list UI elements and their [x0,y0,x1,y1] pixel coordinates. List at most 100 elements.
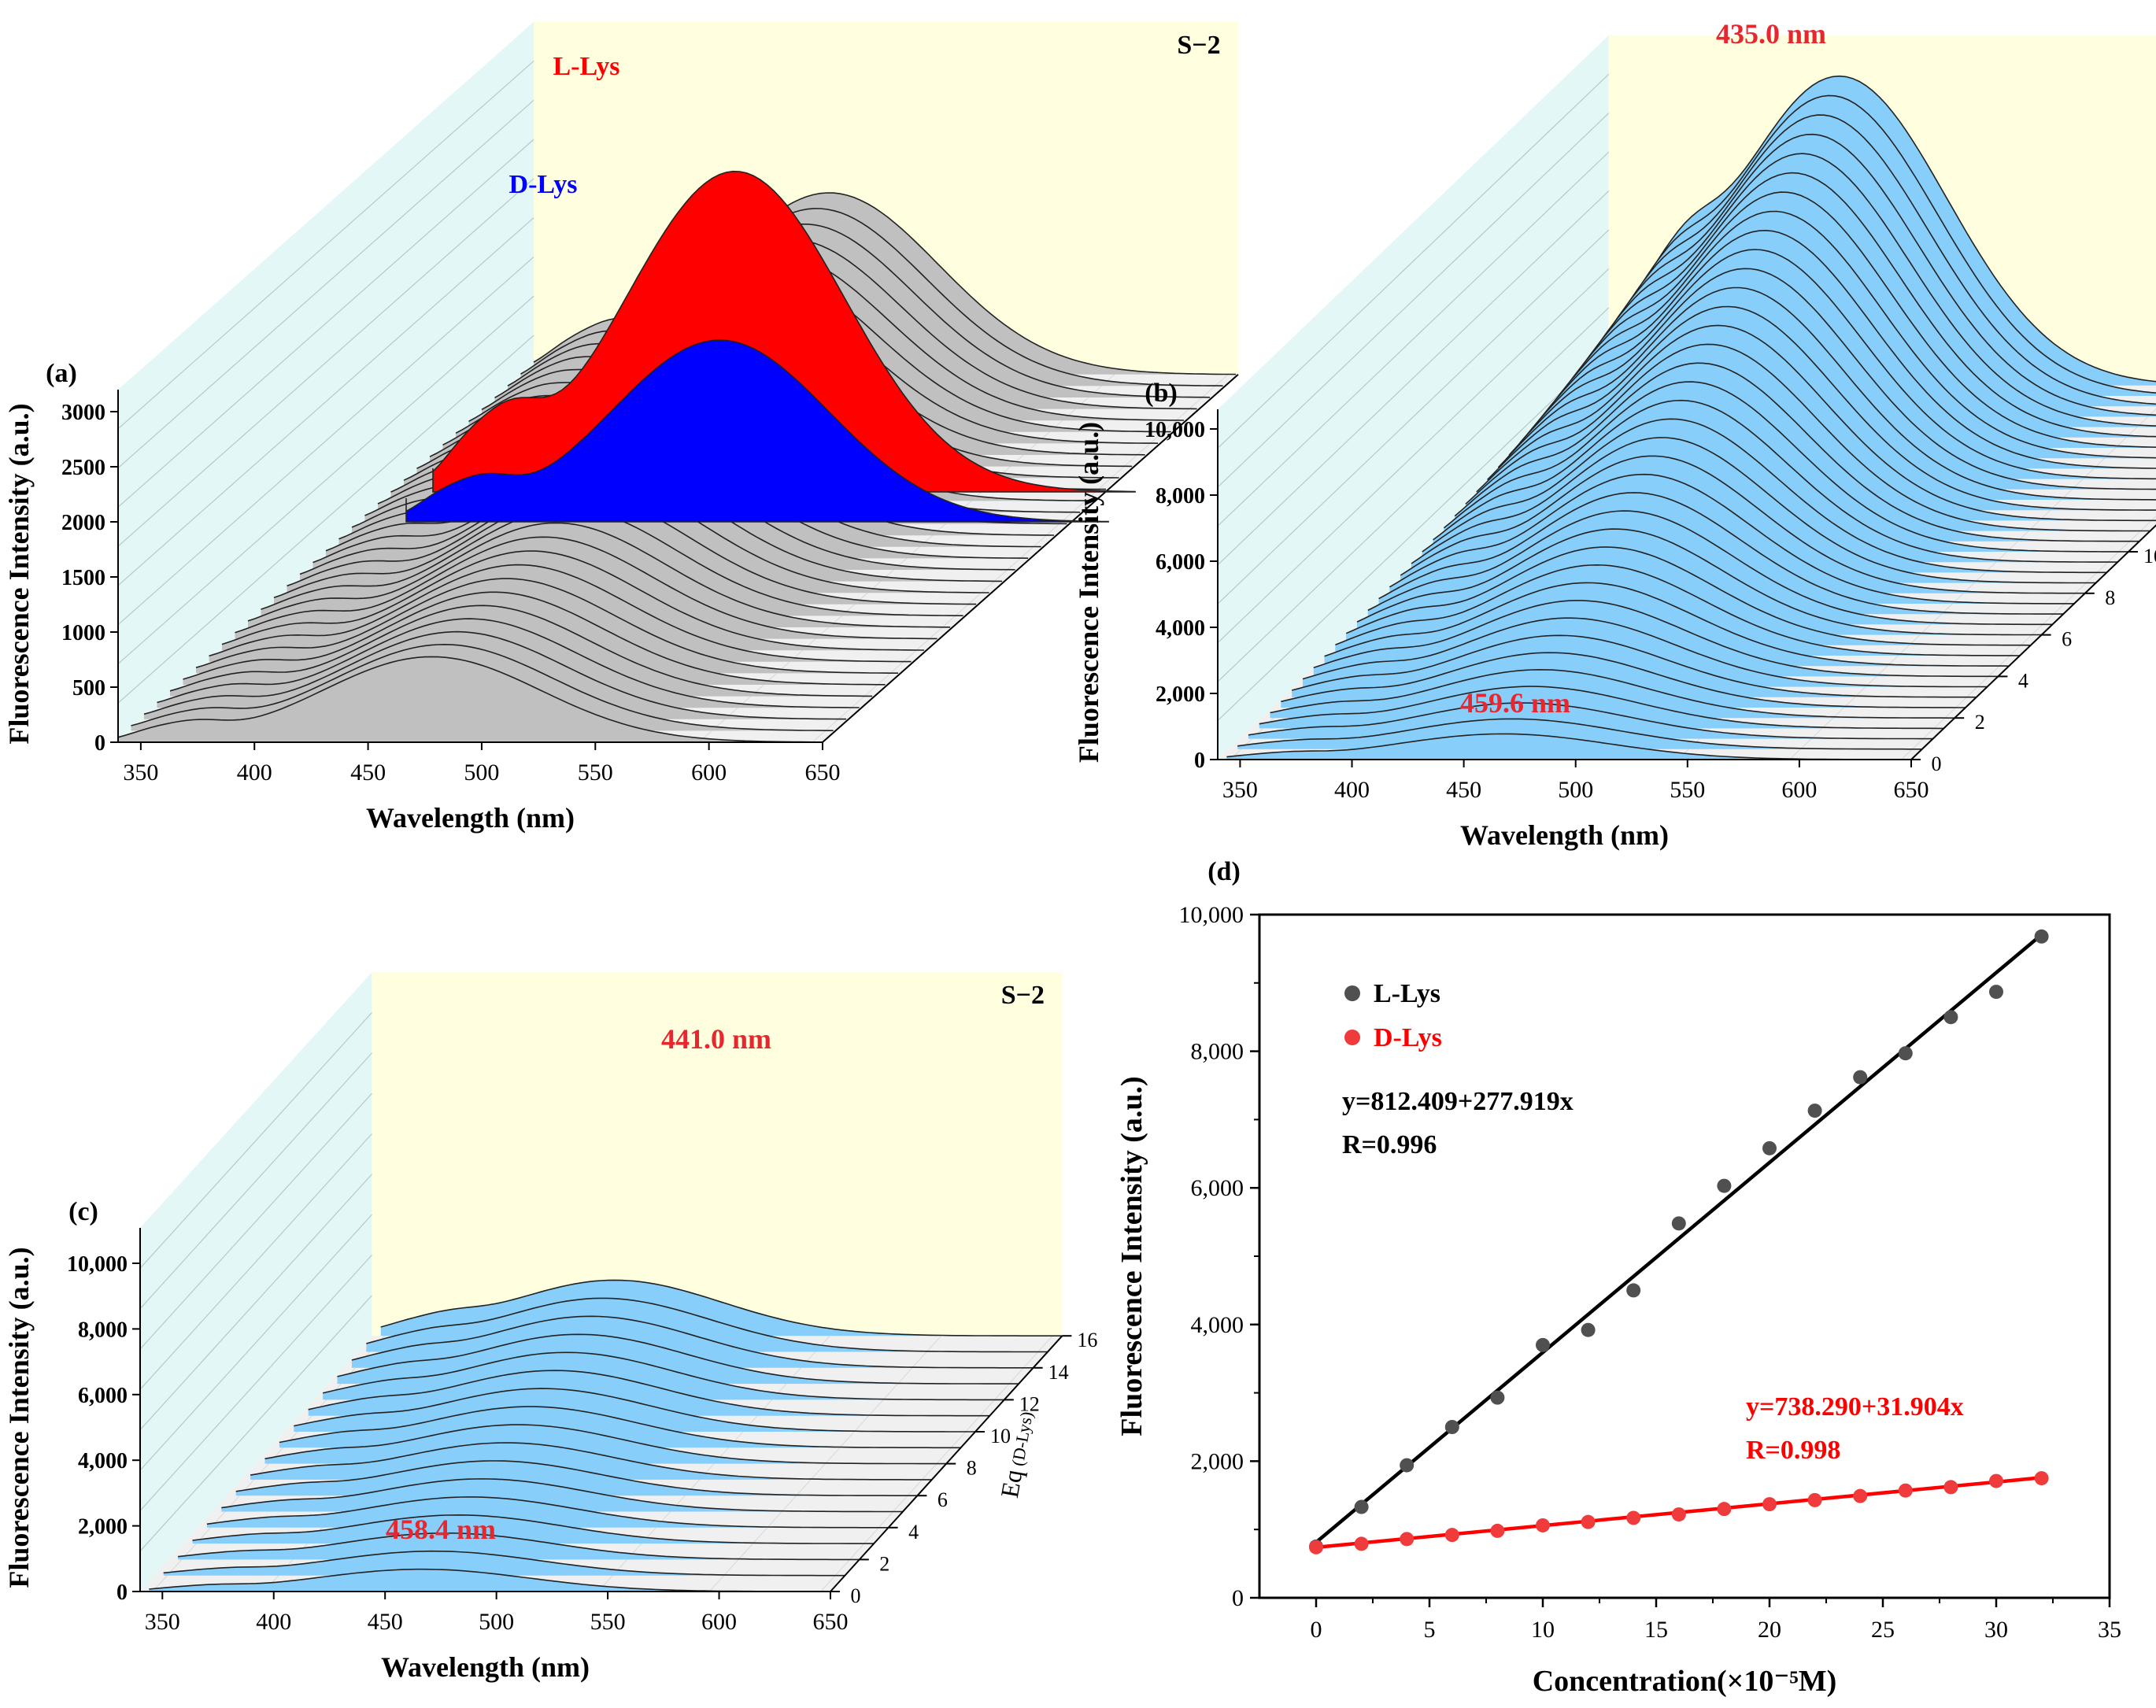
spectrum-line [192,1514,875,1544]
x-tick-label: 650 [813,1609,849,1635]
l-lys-point [1807,1104,1822,1118]
l-lys-label: L-Lys [553,52,619,81]
spectrum-line [163,1550,845,1577]
side-gridline [139,1052,372,1310]
spectrum-line [195,578,899,674]
panel-label: (a) [46,359,77,388]
side-gridline [139,1214,372,1471]
d-lys-point [1444,1528,1459,1543]
peak-annotation-top: 441.0 nm [661,1023,771,1055]
side-gridline [139,1174,372,1431]
d-lys-point [1853,1488,1868,1503]
spectrum-line [1324,582,2010,667]
d-lys-point [1490,1523,1505,1538]
plot-frame [1258,913,2111,1599]
l-lys-point [1853,1070,1868,1085]
spectrum-line [1237,718,1922,750]
y-tick-label: 500 [72,676,105,701]
spectrum-line [1562,172,2156,438]
x-tick-label: 400 [237,760,272,786]
l-lys-spectrum-area [432,170,1136,493]
y-tick-label: 6,000 [1191,1175,1244,1201]
spectrum-line [279,1406,961,1449]
y-tick-label: 2,000 [1191,1448,1244,1474]
z-tick-label: 10 [2143,545,2156,567]
d-lys-r-value: R=0.998 [1746,1436,1840,1465]
spectrum-line [1443,381,2128,553]
y-tick-label: 3000 [61,401,105,425]
d-lys-point [1536,1518,1550,1532]
spectrum-area [118,656,821,742]
spectrum-line [1508,268,2156,490]
y-tick-label: 8,000 [78,1318,128,1342]
l-lys-point [1581,1322,1596,1337]
spectrum-line [235,536,937,640]
y-axis-title: Fluorescence Intensity (a.u.) [1115,1076,1148,1436]
spectrum-line [1259,686,1944,730]
peak-annotation-top: 435.0 nm [1716,18,1826,50]
z-tick-label: 4 [2018,669,2028,692]
spectrum-line [1540,210,2156,459]
x-tick-label: 350 [1222,777,1258,803]
spectrum-line [209,564,912,663]
l-lys-point [1400,1458,1415,1473]
spectrum-line [143,630,847,720]
l-lys-point [2034,929,2049,944]
d-lys-point [1354,1536,1369,1551]
x-tick-label: 450 [1446,777,1481,803]
x-tick-label: 600 [1781,777,1817,803]
side-gridline [1217,151,1610,527]
l-lys-point [1762,1141,1777,1155]
d-lys-point [1943,1480,1958,1495]
legend-d-lys-marker [1344,1030,1360,1045]
l-lys-r-value: R=0.996 [1342,1130,1437,1159]
x-tick-label: 30 [1984,1617,2008,1643]
x-tick-label: 10 [1531,1617,1555,1643]
l-lys-point [1354,1499,1369,1514]
d-lys-point [1989,1473,2003,1488]
spectrum-line [1422,418,2107,574]
y-tick-label: 0 [116,1580,128,1605]
side-gridline [117,139,534,508]
d-lys-point [1581,1514,1596,1529]
x-tick-label: 25 [1871,1617,1895,1643]
d-lys-point [1309,1540,1323,1555]
l-lys-point [1717,1178,1732,1193]
y-tick-label: 6,000 [1156,550,1205,575]
legend-d-lys-label: D-Lys [1374,1023,1442,1052]
l-lys-point [1490,1390,1505,1405]
spectrum-line [380,1279,1063,1336]
z-axis-label-main: Eq [995,1467,1028,1499]
x-axis-title: Wavelength (nm) [381,1651,590,1683]
spectrum-area [206,1496,889,1528]
z-tick-label: 10 [990,1425,1011,1447]
y-tick-label: 10,000 [1179,902,1244,928]
x-tick-label: 15 [1644,1617,1668,1643]
z-axis-label-sub: (D-Lys) [1008,1410,1037,1467]
panel-b-waterfall-chart: 350 400 450 500 550 600 65002,0004,0006,0008,0… [1073,18,2156,851]
spectrum-line [1378,492,2064,615]
panel-label: (d) [1207,857,1241,886]
spectrum-line [1281,652,1966,708]
d-lys-point [1626,1510,1641,1525]
z-tick-label: 14 [1048,1361,1069,1384]
spectrum-area [163,1551,845,1576]
panel-a-waterfall-chart: 350 400 450 500 550 600 650 0 500 1000 1500 2000 250… [3,21,1239,834]
x-axis-title: Wavelength (nm) [366,802,575,834]
y-tick-label: 1000 [61,621,105,645]
l-lys-point [1989,985,2003,1000]
spectrum-area [178,1532,860,1560]
spectrum-line [1389,473,2074,604]
z-tick-label: 6 [2062,628,2072,651]
side-gridline [1217,190,1610,566]
d-lys-label: D-Lys [509,170,578,199]
side-gridline [139,1295,372,1552]
spectrum-area [149,1569,831,1592]
spectrum-line [1433,399,2118,563]
x-tick-label: 0 [1311,1617,1322,1643]
spectrum-line [1454,362,2139,542]
y-tick-label: 8,000 [1191,1039,1244,1065]
spectrum-line [169,604,873,697]
l-lys-fit-line [1315,933,2043,1544]
